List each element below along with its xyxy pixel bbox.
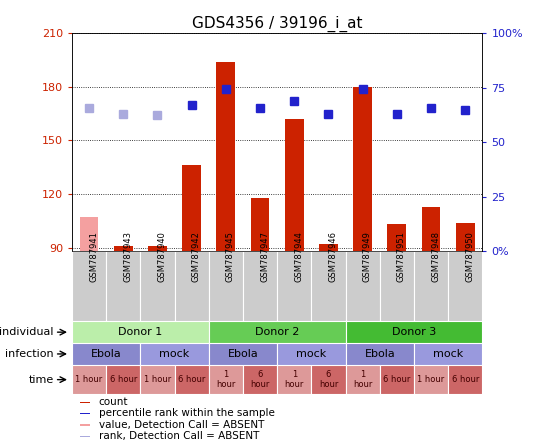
Text: Donor 1: Donor 1 bbox=[118, 327, 163, 337]
Text: individual: individual bbox=[0, 327, 53, 337]
Text: 6 hour: 6 hour bbox=[451, 375, 479, 384]
Bar bbox=[209, 365, 243, 394]
Text: 1 hour: 1 hour bbox=[417, 375, 445, 384]
Bar bbox=[379, 365, 414, 394]
Text: 6
hour: 6 hour bbox=[251, 370, 270, 389]
Bar bbox=[277, 343, 345, 365]
Text: 6 hour: 6 hour bbox=[383, 375, 410, 384]
Bar bbox=[216, 62, 235, 251]
Bar bbox=[243, 365, 277, 394]
Text: value, Detection Call = ABSENT: value, Detection Call = ABSENT bbox=[99, 420, 264, 430]
Bar bbox=[456, 222, 475, 251]
Text: GSM787942: GSM787942 bbox=[192, 231, 200, 282]
Bar bbox=[175, 251, 209, 321]
Bar bbox=[106, 251, 140, 321]
Bar bbox=[114, 246, 133, 251]
Bar bbox=[72, 251, 106, 321]
Text: 1
hour: 1 hour bbox=[353, 370, 373, 389]
Bar bbox=[311, 251, 345, 321]
Text: Ebola: Ebola bbox=[228, 349, 259, 359]
Bar bbox=[140, 251, 175, 321]
Text: 6 hour: 6 hour bbox=[110, 375, 137, 384]
Text: GSM787946: GSM787946 bbox=[328, 231, 337, 282]
Bar bbox=[72, 343, 140, 365]
Bar bbox=[448, 365, 482, 394]
Bar bbox=[422, 206, 440, 251]
Text: 6 hour: 6 hour bbox=[178, 375, 205, 384]
Text: GSM787940: GSM787940 bbox=[157, 231, 166, 282]
Text: GSM787945: GSM787945 bbox=[226, 231, 235, 282]
Bar bbox=[414, 365, 448, 394]
Bar bbox=[243, 251, 277, 321]
Bar bbox=[345, 343, 414, 365]
Text: mock: mock bbox=[296, 349, 327, 359]
Bar bbox=[79, 217, 99, 251]
Text: count: count bbox=[99, 397, 128, 407]
Text: GSM787950: GSM787950 bbox=[465, 231, 474, 282]
Bar bbox=[106, 365, 140, 394]
Bar bbox=[175, 365, 209, 394]
Bar bbox=[345, 251, 380, 321]
Text: 1
hour: 1 hour bbox=[285, 370, 304, 389]
Bar bbox=[353, 87, 372, 251]
Text: mock: mock bbox=[433, 349, 463, 359]
Text: Ebola: Ebola bbox=[365, 349, 395, 359]
Text: GSM787944: GSM787944 bbox=[294, 231, 303, 282]
Bar bbox=[209, 251, 243, 321]
Text: 1 hour: 1 hour bbox=[76, 375, 103, 384]
Text: Ebola: Ebola bbox=[91, 349, 122, 359]
Bar bbox=[345, 365, 379, 394]
Text: GSM787947: GSM787947 bbox=[260, 231, 269, 282]
Bar bbox=[251, 198, 270, 251]
Text: mock: mock bbox=[159, 349, 190, 359]
Bar bbox=[80, 402, 90, 403]
Title: GDS4356 / 39196_i_at: GDS4356 / 39196_i_at bbox=[192, 16, 362, 32]
Bar bbox=[319, 244, 338, 251]
Text: infection: infection bbox=[5, 349, 53, 359]
Bar bbox=[148, 246, 167, 251]
Bar bbox=[414, 251, 448, 321]
Text: GSM787941: GSM787941 bbox=[89, 231, 98, 282]
Text: Donor 3: Donor 3 bbox=[392, 327, 436, 337]
Bar bbox=[414, 343, 482, 365]
Bar bbox=[277, 365, 311, 394]
Bar bbox=[285, 119, 304, 251]
Text: Donor 2: Donor 2 bbox=[255, 327, 300, 337]
Bar bbox=[140, 365, 175, 394]
Bar bbox=[387, 224, 406, 251]
Bar bbox=[80, 436, 90, 437]
Bar bbox=[80, 424, 90, 426]
Text: percentile rank within the sample: percentile rank within the sample bbox=[99, 408, 274, 418]
Bar bbox=[140, 343, 209, 365]
Bar bbox=[345, 321, 482, 343]
Text: 1
hour: 1 hour bbox=[216, 370, 236, 389]
Bar bbox=[80, 413, 90, 414]
Text: GSM787943: GSM787943 bbox=[123, 231, 132, 282]
Bar bbox=[277, 251, 311, 321]
Text: GSM787951: GSM787951 bbox=[397, 231, 406, 282]
Text: rank, Detection Call = ABSENT: rank, Detection Call = ABSENT bbox=[99, 431, 259, 441]
Bar bbox=[380, 251, 414, 321]
Bar bbox=[209, 343, 277, 365]
Text: time: time bbox=[28, 375, 53, 385]
Bar bbox=[182, 166, 201, 251]
Text: 1 hour: 1 hour bbox=[144, 375, 171, 384]
Text: GSM787948: GSM787948 bbox=[431, 231, 440, 282]
Bar bbox=[448, 251, 482, 321]
Bar bbox=[72, 321, 209, 343]
Text: 6
hour: 6 hour bbox=[319, 370, 338, 389]
Bar bbox=[311, 365, 345, 394]
Bar bbox=[209, 321, 345, 343]
Text: GSM787949: GSM787949 bbox=[362, 231, 372, 282]
Bar bbox=[72, 365, 106, 394]
